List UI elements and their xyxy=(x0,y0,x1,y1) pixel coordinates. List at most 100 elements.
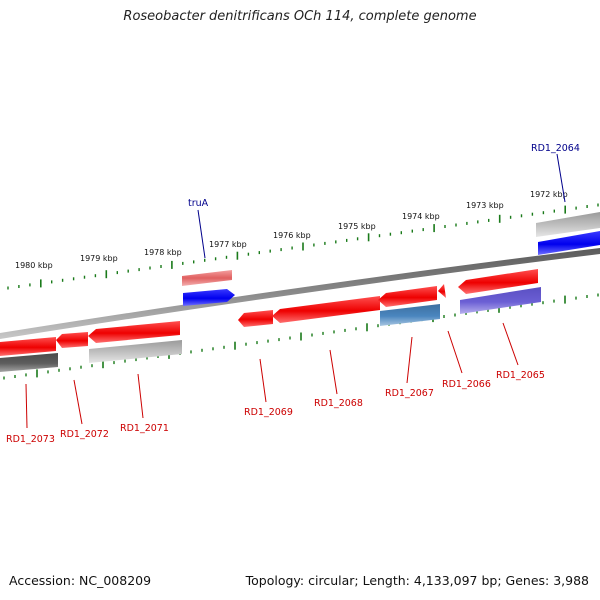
genome-backbone xyxy=(0,248,600,339)
scale-label: 1972 kbp xyxy=(530,190,568,199)
scale-minor-tick xyxy=(278,338,280,342)
gene-arrow-RD1_2064[interactable] xyxy=(538,231,600,255)
scale-minor-tick xyxy=(597,293,599,297)
scale-minor-tick xyxy=(225,255,228,259)
gene-label-RD1_2065[interactable]: RD1_2065 xyxy=(496,370,545,381)
leader-RD1_2067 xyxy=(406,336,413,384)
scale-minor-tick xyxy=(29,283,31,287)
scale-minor-tick xyxy=(289,336,291,340)
leader-truA xyxy=(197,209,206,259)
scale-label: 1978 kbp xyxy=(144,248,182,257)
scale-minor-tick xyxy=(69,367,71,371)
feature-shading-RD1_2067[interactable] xyxy=(380,304,440,326)
scale-minor-tick xyxy=(135,358,137,362)
scale-minor-tick xyxy=(509,215,512,219)
gene-arrow-RD1_2068[interactable] xyxy=(272,296,380,323)
scale-minor-tick xyxy=(267,339,269,343)
scale-minor-tick xyxy=(116,271,118,275)
scale-minor-tick xyxy=(58,368,60,372)
map-title: Roseobacter denitrificans OCh 114, compl… xyxy=(123,9,477,24)
scale-minor-tick xyxy=(256,341,258,345)
scale-minor-tick xyxy=(322,331,324,335)
scale-minor-tick xyxy=(542,211,545,215)
feature-shading-RD1_2065[interactable] xyxy=(460,287,541,314)
scale-label: 1977 kbp xyxy=(209,240,247,249)
gene-arrow-RD1_2067[interactable] xyxy=(378,286,437,307)
scale-minor-tick xyxy=(138,268,140,272)
leader-RD1_2066 xyxy=(447,330,463,374)
leader-RD1_2072 xyxy=(73,379,83,425)
scale-minor-tick xyxy=(160,265,162,268)
leader-RD1_2069 xyxy=(259,358,267,403)
scale-minor-tick xyxy=(422,228,424,232)
gene-arrow-RD1_2071[interactable] xyxy=(88,321,180,343)
scale-minor-tick xyxy=(346,238,348,242)
scale-minor-tick xyxy=(201,348,203,352)
gene-arrow-RD1_2066[interactable] xyxy=(438,284,446,298)
scale-minor-tick xyxy=(324,241,326,245)
scale-minor-tick xyxy=(400,231,402,235)
leader-RD1_2073 xyxy=(25,383,28,429)
scale-minor-tick xyxy=(91,364,93,368)
scale-major-tick xyxy=(564,295,566,304)
scale-minor-tick xyxy=(586,205,588,208)
scale-major-tick xyxy=(433,224,435,233)
scale-major-tick xyxy=(300,332,302,341)
scale-major-tick xyxy=(564,205,566,214)
scale-minor-tick xyxy=(531,212,534,216)
scale-label: 1973 kbp xyxy=(466,201,504,210)
gene-arrow-RD1_2065[interactable] xyxy=(458,269,538,294)
scale-minor-tick xyxy=(51,280,53,284)
scale-label: 1976 kbp xyxy=(273,231,311,240)
scale-minor-tick xyxy=(113,361,115,365)
feature-shading-right[interactable] xyxy=(536,212,600,237)
gene-label-RD1_2069[interactable]: RD1_2069 xyxy=(244,407,293,418)
gene-label-RD1_2066[interactable]: RD1_2066 xyxy=(442,379,491,390)
forward-features xyxy=(182,212,600,306)
scale-minor-tick xyxy=(553,209,555,213)
scale-minor-tick xyxy=(94,274,97,278)
scale-major-tick xyxy=(236,251,239,260)
gene-arrow-RD1_2073[interactable] xyxy=(0,337,56,356)
gene-label-RD1_2068[interactable]: RD1_2068 xyxy=(314,398,363,409)
scale-minor-tick xyxy=(193,260,195,264)
scale-minor-tick xyxy=(344,328,346,332)
scale-minor-tick xyxy=(487,308,489,312)
scale-minor-tick xyxy=(335,240,337,244)
scale-minor-tick xyxy=(212,347,214,351)
scale-minor-tick xyxy=(476,310,478,314)
scale-minor-tick xyxy=(247,252,250,256)
scale-minor-tick xyxy=(25,373,27,377)
scale-major-tick xyxy=(102,360,104,369)
scale-minor-tick xyxy=(520,304,522,308)
scale-minor-tick xyxy=(356,237,359,241)
scale-minor-tick xyxy=(520,214,523,218)
scale-major-tick xyxy=(234,341,236,350)
gene-label-RD1_2064[interactable]: RD1_2064 xyxy=(531,143,580,154)
label-leaders xyxy=(25,153,566,429)
feature-shading-RD1_2073[interactable] xyxy=(0,353,58,372)
scale-label: 1974 kbp xyxy=(402,212,440,221)
leader-RD1_2071 xyxy=(137,373,144,419)
scale-minor-tick xyxy=(378,234,381,238)
feature-truA-shading[interactable] xyxy=(182,270,232,286)
scale-major-tick xyxy=(105,270,108,279)
gene-label-RD1_2067[interactable]: RD1_2067 xyxy=(385,388,434,399)
gene-arrow-truA[interactable] xyxy=(183,289,235,306)
gene-label-RD1_2073[interactable]: RD1_2073 xyxy=(6,434,55,445)
scale-minor-tick xyxy=(124,359,126,363)
gene-label-RD1_2072[interactable]: RD1_2072 xyxy=(60,429,109,440)
gene-arrow-RD1_2069[interactable] xyxy=(238,310,273,327)
gene-arrow-RD1_2072[interactable] xyxy=(56,332,88,348)
scale-minor-tick xyxy=(204,258,206,262)
gene-label-truA[interactable]: truA xyxy=(188,198,209,209)
scale-minor-tick xyxy=(477,220,479,224)
feature-shading-RD1_2071[interactable] xyxy=(89,340,182,363)
scale-minor-tick xyxy=(466,221,468,225)
scale-minor-tick xyxy=(190,350,192,354)
gene-label-RD1_2071[interactable]: RD1_2071 xyxy=(120,423,169,434)
scale-minor-tick xyxy=(3,376,5,380)
scale-minor-tick xyxy=(280,248,282,252)
scale-minor-tick xyxy=(146,356,148,360)
